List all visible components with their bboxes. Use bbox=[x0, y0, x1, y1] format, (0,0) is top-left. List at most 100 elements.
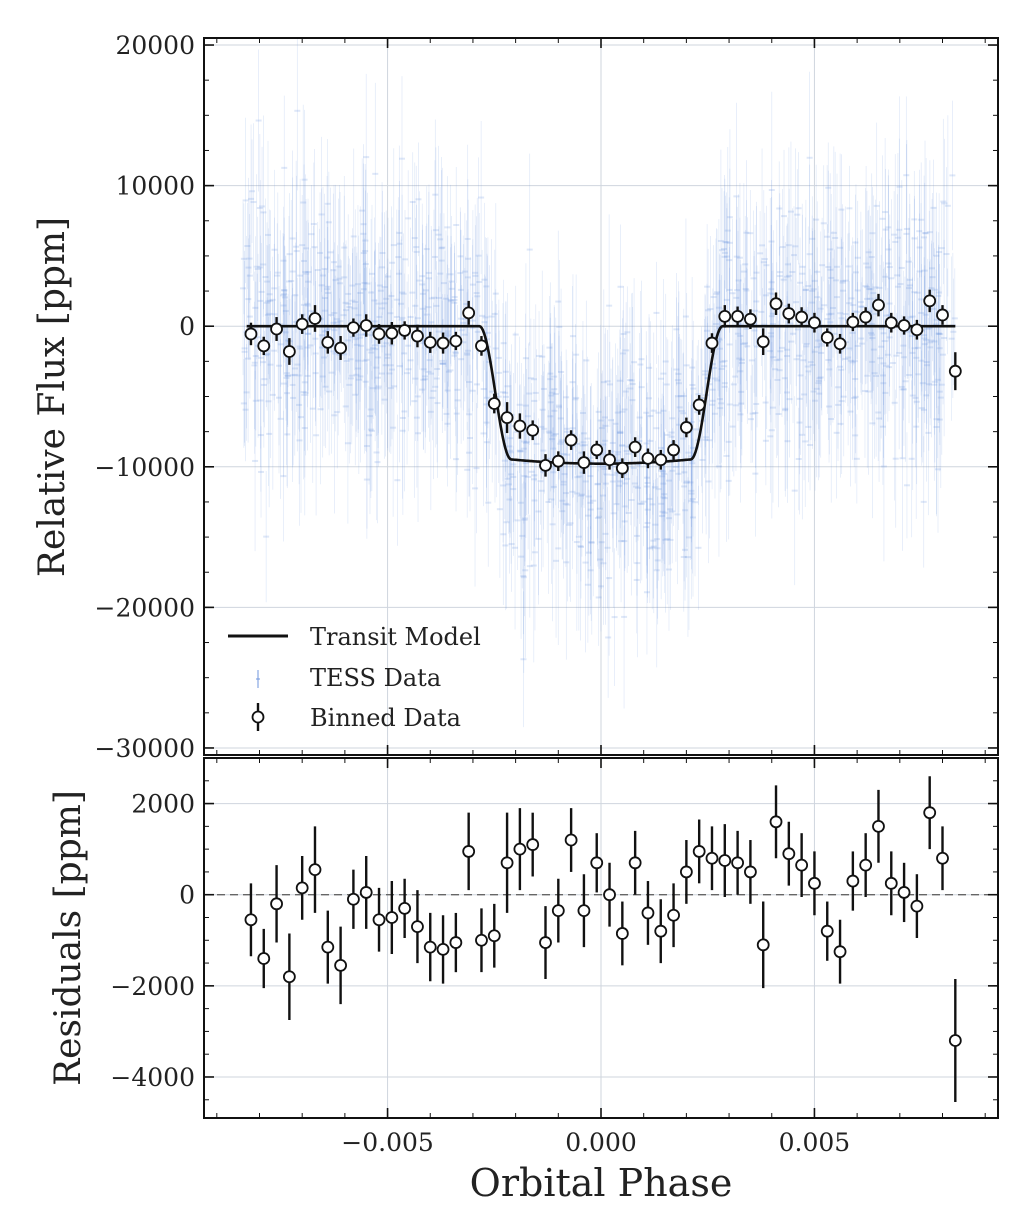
tess-point bbox=[301, 381, 308, 384]
tess-point bbox=[873, 374, 880, 377]
tess-point bbox=[550, 447, 557, 450]
tess-point bbox=[665, 568, 672, 571]
tess-point bbox=[787, 210, 794, 213]
tess-point bbox=[793, 301, 800, 304]
tess-point bbox=[395, 256, 402, 259]
tess-point bbox=[563, 427, 570, 430]
tess-point bbox=[807, 361, 814, 364]
tess-point bbox=[293, 245, 300, 248]
tess-point bbox=[924, 327, 931, 330]
tess-point bbox=[776, 271, 783, 274]
tess-point bbox=[922, 232, 929, 235]
tess-point bbox=[816, 377, 823, 380]
tess-point bbox=[522, 569, 529, 572]
tess-point bbox=[886, 266, 893, 269]
tess-point bbox=[506, 445, 513, 448]
tess-point bbox=[854, 289, 861, 292]
binned-point bbox=[615, 461, 629, 475]
top-y-tick-label: 10000 bbox=[115, 172, 195, 201]
tess-point bbox=[866, 288, 873, 291]
tess-point bbox=[859, 305, 866, 308]
tess-point bbox=[869, 422, 876, 425]
bottom-y-tick-label: 0 bbox=[179, 881, 195, 910]
tess-point bbox=[324, 291, 331, 294]
tess-point bbox=[655, 488, 662, 491]
tess-point bbox=[896, 185, 903, 188]
tess-point bbox=[343, 309, 350, 312]
tess-point bbox=[609, 441, 616, 444]
residual-point bbox=[526, 838, 540, 851]
tess-point bbox=[291, 373, 298, 376]
binned-point bbox=[462, 306, 476, 320]
tess-point bbox=[619, 444, 626, 447]
tess-point bbox=[360, 288, 367, 291]
tess-point bbox=[715, 306, 722, 309]
bottom-y-tick-label: 2000 bbox=[131, 790, 195, 819]
residual-point bbox=[808, 876, 821, 890]
tess-point bbox=[288, 280, 295, 283]
tess-point bbox=[300, 201, 307, 204]
tess-point bbox=[680, 412, 687, 415]
tess-point bbox=[941, 337, 948, 340]
tess-point bbox=[615, 451, 622, 454]
tess-point bbox=[752, 411, 759, 414]
tess-point bbox=[549, 391, 556, 394]
tess-point bbox=[868, 322, 875, 325]
tess-point bbox=[597, 419, 604, 422]
binned-point bbox=[654, 453, 668, 467]
tess-point bbox=[518, 450, 525, 453]
tess-point bbox=[363, 358, 370, 361]
tess-point bbox=[252, 306, 259, 309]
tess-point bbox=[478, 196, 485, 199]
tess-point bbox=[721, 255, 728, 258]
tess-point bbox=[879, 217, 886, 220]
binned-point bbox=[270, 322, 283, 336]
tess-point bbox=[348, 374, 355, 377]
tess-point bbox=[660, 482, 667, 485]
tess-point bbox=[838, 368, 845, 371]
tess-point bbox=[245, 357, 252, 360]
tess-point bbox=[442, 297, 449, 300]
tess-point bbox=[331, 329, 338, 332]
binned-point bbox=[577, 456, 591, 469]
binned-point bbox=[411, 329, 424, 343]
tess-point bbox=[547, 378, 554, 381]
tess-point bbox=[840, 289, 847, 292]
tess-point bbox=[557, 417, 564, 420]
tess-point bbox=[366, 434, 373, 437]
tess-point bbox=[435, 330, 442, 333]
tess-point bbox=[282, 309, 289, 312]
tess-point bbox=[457, 272, 464, 275]
tess-point bbox=[302, 270, 309, 273]
tess-point bbox=[602, 439, 609, 442]
tess-point bbox=[457, 288, 464, 291]
tess-point bbox=[629, 399, 636, 402]
tess-point bbox=[251, 364, 258, 367]
tess-point bbox=[650, 409, 657, 412]
tess-point bbox=[682, 509, 689, 512]
tess-point bbox=[274, 274, 281, 277]
tess-point bbox=[463, 303, 470, 306]
tess-point bbox=[666, 517, 673, 520]
tess-point bbox=[508, 543, 515, 546]
tess-point bbox=[466, 381, 473, 384]
tess-point bbox=[328, 371, 335, 374]
tess-point bbox=[888, 277, 895, 280]
tess-point bbox=[453, 224, 460, 227]
tess-point bbox=[799, 265, 806, 268]
tess-point bbox=[544, 457, 551, 460]
tess-point bbox=[617, 285, 624, 288]
tess-point bbox=[753, 300, 760, 303]
tess-point bbox=[813, 387, 820, 390]
tess-point bbox=[866, 310, 873, 313]
tess-point bbox=[480, 432, 487, 435]
tess-point bbox=[931, 340, 938, 343]
tess-point bbox=[944, 204, 951, 207]
tess-point bbox=[717, 407, 724, 410]
tess-point bbox=[689, 497, 696, 500]
binned-point bbox=[910, 323, 924, 337]
tess-point bbox=[827, 268, 834, 271]
tess-point bbox=[661, 472, 668, 475]
tess-point bbox=[816, 392, 823, 395]
tess-point bbox=[885, 248, 892, 251]
